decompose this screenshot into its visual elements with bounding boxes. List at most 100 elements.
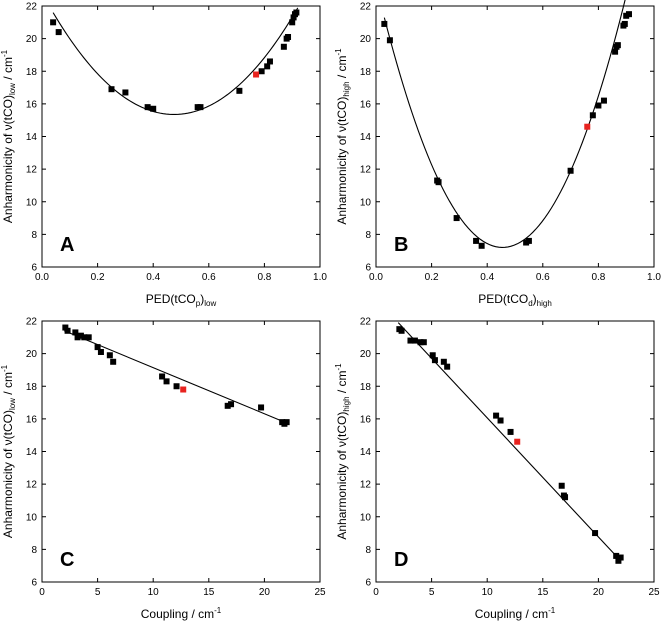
y-tick-label: 16 bbox=[26, 414, 38, 425]
data-point bbox=[94, 344, 101, 351]
data-point bbox=[411, 337, 418, 344]
data-point bbox=[595, 102, 602, 109]
y-tick-label: 14 bbox=[360, 132, 372, 143]
x-tick-label: 20 bbox=[259, 587, 271, 598]
x-tick-label: 15 bbox=[203, 587, 215, 598]
x-tick-label: 0.2 bbox=[425, 272, 439, 283]
data-point bbox=[62, 324, 69, 331]
y-tick-label: 10 bbox=[26, 512, 38, 523]
data-point bbox=[473, 237, 480, 244]
data-point bbox=[285, 33, 292, 40]
x-tick-label: 5 bbox=[95, 587, 101, 598]
y-tick-label: 20 bbox=[360, 349, 372, 360]
data-point bbox=[453, 215, 460, 222]
data-point bbox=[108, 86, 115, 93]
data-point bbox=[85, 334, 92, 341]
y-tick-label: 18 bbox=[26, 382, 38, 393]
data-point bbox=[144, 104, 151, 111]
y-tick-label: 16 bbox=[360, 99, 372, 110]
y-tick-label: 14 bbox=[26, 132, 38, 143]
x-axis-label: PED(tCOp)low bbox=[146, 292, 217, 308]
x-tick-label: 5 bbox=[429, 587, 435, 598]
data-point-highlight bbox=[180, 386, 187, 393]
y-tick-label: 22 bbox=[360, 2, 372, 13]
data-point bbox=[74, 334, 81, 341]
data-point bbox=[283, 419, 290, 426]
y-tick-label: 20 bbox=[360, 34, 372, 45]
x-tick-label: 25 bbox=[648, 587, 660, 598]
panel-d: 0 5 10 15 20 25 6 8 10 12 14 16 18 20 22 D Coupling / cm… bbox=[334, 317, 660, 622]
x-tick-label: 0 bbox=[39, 587, 45, 598]
y-axis-label: Anharmonicity of ν(tCO)low / cm-1 bbox=[0, 364, 17, 538]
y-tick-label: 6 bbox=[31, 263, 37, 274]
y-tick-label: 10 bbox=[360, 512, 372, 523]
y-tick-label: 22 bbox=[26, 317, 38, 328]
data-point bbox=[106, 352, 113, 359]
x-tick-label: 0.2 bbox=[91, 272, 105, 283]
data-point bbox=[228, 401, 235, 408]
panel-label: D bbox=[394, 549, 408, 571]
data-point bbox=[562, 494, 569, 501]
x-tick-label: 0.4 bbox=[480, 272, 494, 283]
data-point bbox=[600, 97, 607, 104]
plot-frame bbox=[41, 320, 321, 583]
y-tick-label: 18 bbox=[26, 67, 38, 78]
fit-line bbox=[397, 322, 622, 562]
y-tick-label: 8 bbox=[365, 545, 371, 556]
data-point bbox=[64, 327, 71, 334]
y-tick-label: 20 bbox=[26, 349, 38, 360]
y-tick-label: 22 bbox=[360, 317, 372, 328]
panel-c: 0 5 10 15 20 25 6 8 10 12 14 16 18 20 22 C Coupling / cm… bbox=[0, 317, 326, 622]
data-point bbox=[224, 402, 231, 409]
data-point-highlight bbox=[253, 71, 260, 78]
x-tick-label: 25 bbox=[314, 587, 326, 598]
data-point bbox=[258, 404, 265, 411]
data-point bbox=[197, 104, 204, 111]
panel-b: 0.0 0.2 0.4 0.6 0.8 1.0 6 8 10 12 14 16 18 20 22 B PED(t… bbox=[334, 0, 661, 308]
fit-line bbox=[383, 0, 626, 248]
x-tick-label: 10 bbox=[482, 587, 494, 598]
x-tick-label: 0.8 bbox=[591, 272, 605, 283]
y-tick-label: 6 bbox=[365, 263, 371, 274]
y-tick-label: 18 bbox=[360, 67, 372, 78]
y-tick-label: 22 bbox=[26, 2, 38, 13]
y-tick-label: 6 bbox=[31, 578, 37, 589]
data-point bbox=[163, 378, 170, 385]
y-tick-label: 12 bbox=[26, 165, 38, 176]
x-tick-label: 0.4 bbox=[146, 272, 160, 283]
y-tick-label: 18 bbox=[360, 382, 372, 393]
data-point bbox=[589, 112, 596, 119]
data-point bbox=[507, 428, 514, 435]
data-point bbox=[612, 48, 619, 55]
y-tick-label: 10 bbox=[26, 197, 38, 208]
y-axis-label: Anharmonicity of ν(tCO)high / cm-1 bbox=[334, 48, 351, 225]
fit-line bbox=[64, 330, 287, 424]
data-point bbox=[444, 363, 451, 370]
data-point bbox=[122, 89, 129, 96]
y-tick-label: 8 bbox=[31, 230, 37, 241]
data-point bbox=[614, 42, 621, 49]
data-point bbox=[55, 29, 62, 36]
data-point bbox=[159, 373, 166, 380]
plot-frame bbox=[375, 320, 655, 583]
data-point bbox=[258, 68, 265, 75]
x-tick-label: 0.8 bbox=[257, 272, 271, 283]
data-point bbox=[77, 332, 84, 339]
y-tick-label: 16 bbox=[360, 414, 372, 425]
data-point bbox=[625, 11, 632, 18]
data-point bbox=[431, 357, 438, 364]
data-point bbox=[97, 348, 104, 355]
data-point bbox=[567, 167, 574, 174]
data-point bbox=[290, 14, 297, 21]
data-point bbox=[386, 37, 393, 44]
data-point bbox=[493, 412, 500, 419]
y-tick-label: 16 bbox=[26, 99, 38, 110]
data-point bbox=[236, 87, 243, 94]
y-tick-label: 8 bbox=[31, 545, 37, 556]
data-point bbox=[417, 339, 424, 346]
plot-frame bbox=[375, 5, 655, 268]
fit-line bbox=[52, 7, 299, 116]
data-point bbox=[617, 554, 624, 561]
data-point bbox=[280, 43, 287, 50]
